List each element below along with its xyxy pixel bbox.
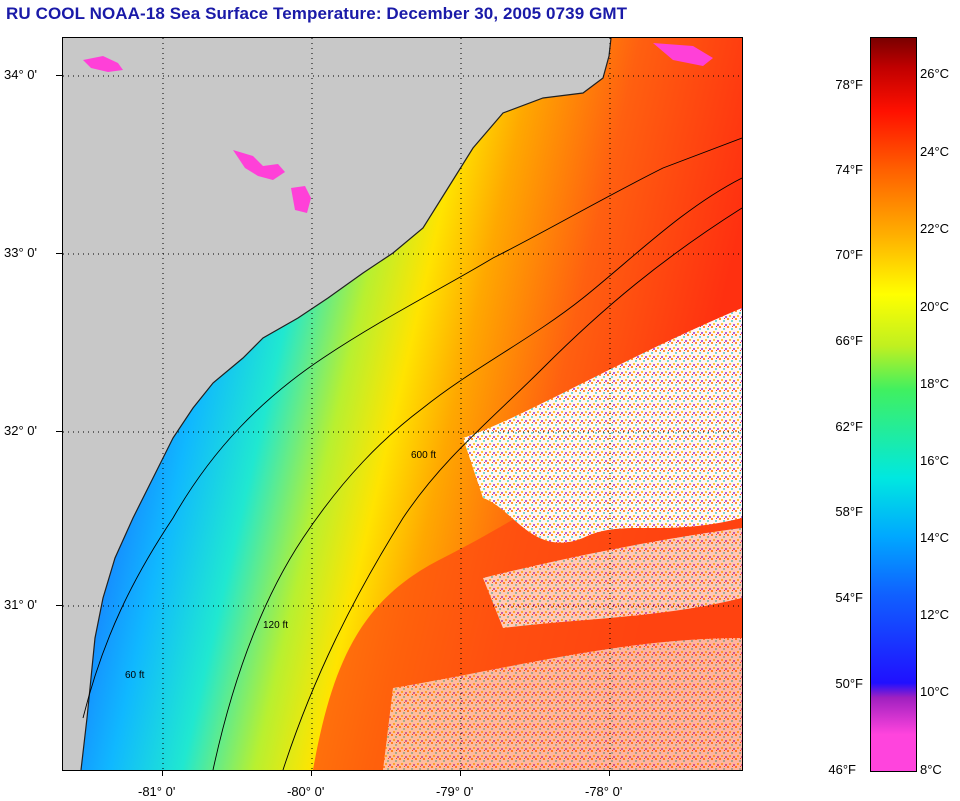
colorbar-c-10: 10°C [920,684,950,699]
temperature-colorbar [870,37,917,772]
coastline [80,38,612,770]
lon-tick [162,770,163,776]
inland-lake-4 [653,43,713,66]
land-mass [63,38,611,770]
inland-lake-2 [233,150,285,180]
contour-label-60ft: 60 ft [125,670,145,681]
colorbar-c-14: 14°C [920,530,950,545]
contour-label-600ft: 600 ft [411,450,436,461]
colorbar-f-74: 74°F [835,162,863,177]
lat-label-34: 34° 0' [4,67,37,82]
map-title: RU COOL NOAA-18 Sea Surface Temperature:… [6,4,628,23]
colorbar-c-16: 16°C [920,453,950,468]
colorbar-c-24: 24°C [920,144,950,159]
lat-label-33: 33° 0' [4,245,37,260]
colorbar-f-70: 70°F [835,247,863,262]
colorbar-f-78: 78°F [835,77,863,92]
colorbar-c-22: 22°C [920,221,950,236]
lat-label-31: 31° 0' [4,597,37,612]
cloud-region-south [383,638,742,770]
lat-label-32: 32° 0' [4,423,37,438]
contour-60ft [82,137,742,719]
inland-lake-1 [83,56,123,72]
colorbar-f-62: 62°F [835,419,863,434]
colorbar-c-26: 26°C [920,66,950,81]
lon-label-79: -79° 0' [436,784,474,799]
cloud-region-north [463,308,742,543]
contour-120ft [212,177,742,770]
lat-tick [56,431,62,432]
sst-map-canvas: 60 ft 120 ft 600 ft [63,38,742,770]
colorbar-f-58: 58°F [835,504,863,519]
contour-label-120ft: 120 ft [263,620,288,631]
colorbar-c-8: 8°C [920,762,942,777]
lon-label-80: -80° 0' [287,784,325,799]
sst-map: 60 ft 120 ft 600 ft [62,37,743,771]
lon-label-81: -81° 0' [138,784,176,799]
lat-tick [56,605,62,606]
colorbar-f-46: 46°F [828,762,856,777]
colorbar-c-18: 18°C [920,376,950,391]
inland-lake-3 [291,186,311,213]
lat-tick [56,253,62,254]
colorbar-f-66: 66°F [835,333,863,348]
lon-tick [609,770,610,776]
graticule [63,38,742,770]
cloud-band-middle [483,528,742,628]
lon-tick [460,770,461,776]
lon-tick [311,770,312,776]
colorbar-c-20: 20°C [920,299,950,314]
colorbar-f-50: 50°F [835,676,863,691]
colorbar-f-54: 54°F [835,590,863,605]
lat-tick [56,75,62,76]
contour-600ft [282,207,742,770]
colorbar-c-12: 12°C [920,607,950,622]
lon-label-78: -78° 0' [585,784,623,799]
